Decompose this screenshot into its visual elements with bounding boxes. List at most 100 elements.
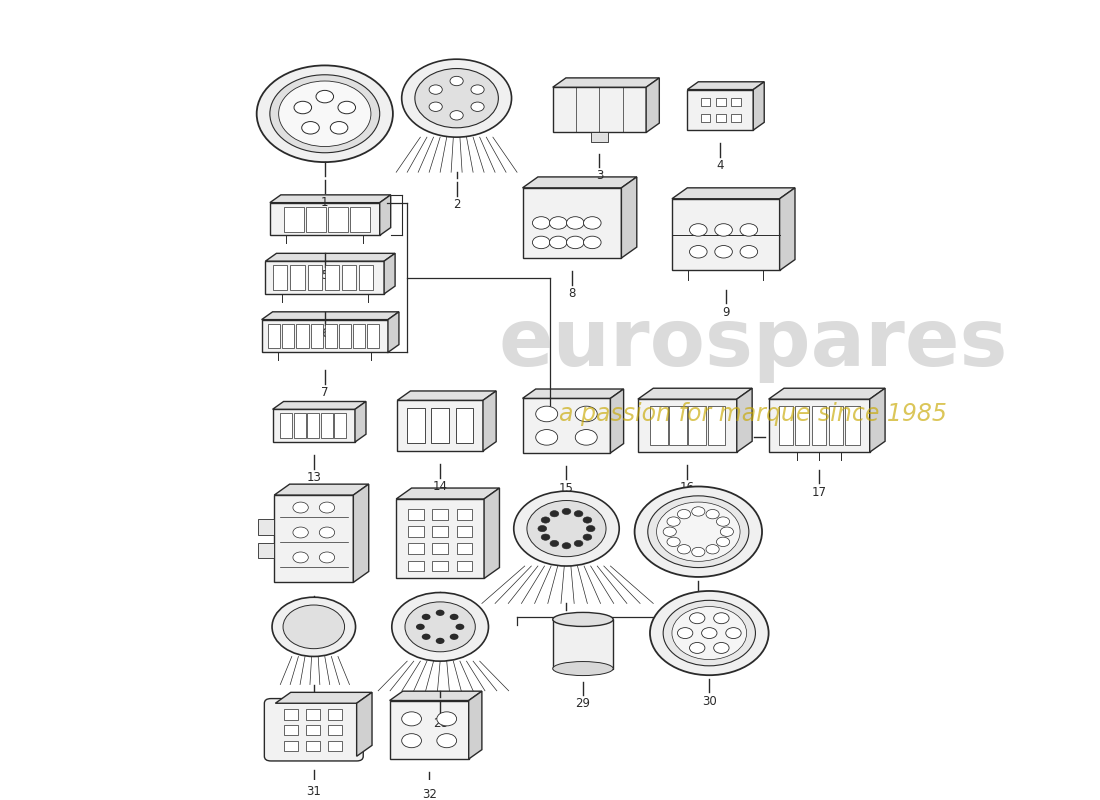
Bar: [306, 206, 326, 231]
Bar: [432, 543, 448, 554]
Bar: [308, 265, 322, 290]
Bar: [334, 413, 346, 438]
Ellipse shape: [552, 662, 613, 675]
Circle shape: [690, 642, 705, 654]
Circle shape: [338, 102, 355, 114]
Bar: [342, 265, 356, 290]
Polygon shape: [384, 254, 395, 294]
Text: 8: 8: [569, 287, 575, 300]
Circle shape: [283, 605, 344, 649]
Circle shape: [678, 628, 693, 638]
Circle shape: [455, 624, 464, 630]
Bar: [716, 98, 726, 106]
Circle shape: [256, 66, 393, 162]
Bar: [431, 408, 449, 443]
Circle shape: [550, 236, 566, 249]
Polygon shape: [646, 78, 659, 133]
Circle shape: [330, 122, 348, 134]
Text: 17: 17: [812, 486, 827, 498]
Circle shape: [536, 406, 558, 422]
Bar: [456, 526, 472, 537]
Circle shape: [319, 552, 334, 563]
Circle shape: [450, 634, 459, 640]
Polygon shape: [355, 402, 366, 442]
Polygon shape: [396, 499, 484, 578]
Bar: [707, 406, 725, 445]
Polygon shape: [389, 691, 482, 701]
Circle shape: [583, 217, 601, 229]
Bar: [408, 526, 424, 537]
Bar: [701, 98, 711, 106]
Circle shape: [392, 593, 488, 661]
Polygon shape: [483, 391, 496, 451]
Bar: [320, 413, 332, 438]
Polygon shape: [552, 87, 646, 133]
Text: 16: 16: [680, 481, 695, 494]
Text: 18: 18: [307, 611, 321, 624]
Bar: [795, 406, 810, 445]
Bar: [650, 406, 668, 445]
Text: 4: 4: [716, 159, 724, 172]
Bar: [257, 519, 274, 535]
Circle shape: [402, 59, 512, 137]
Circle shape: [270, 74, 380, 153]
Ellipse shape: [552, 613, 613, 626]
Polygon shape: [396, 488, 499, 499]
Polygon shape: [265, 261, 384, 294]
Circle shape: [437, 712, 456, 726]
Circle shape: [648, 496, 749, 567]
Bar: [350, 206, 370, 231]
Polygon shape: [265, 254, 395, 261]
Circle shape: [436, 638, 444, 644]
Polygon shape: [262, 312, 399, 320]
Bar: [828, 406, 843, 445]
Polygon shape: [688, 90, 754, 130]
Polygon shape: [522, 177, 637, 188]
Bar: [306, 710, 320, 720]
Bar: [455, 408, 473, 443]
Circle shape: [550, 540, 559, 546]
Polygon shape: [769, 388, 886, 399]
Bar: [306, 725, 320, 735]
Polygon shape: [688, 82, 764, 90]
Circle shape: [471, 85, 484, 94]
Circle shape: [566, 236, 584, 249]
Circle shape: [714, 642, 729, 654]
Bar: [732, 98, 741, 106]
Circle shape: [562, 508, 571, 514]
Circle shape: [586, 526, 595, 532]
Bar: [353, 323, 365, 349]
Text: 32: 32: [421, 788, 437, 800]
Polygon shape: [274, 484, 368, 495]
Circle shape: [293, 527, 308, 538]
Polygon shape: [522, 398, 611, 453]
Bar: [284, 710, 298, 720]
Circle shape: [527, 501, 606, 557]
Text: 3: 3: [596, 169, 603, 182]
Circle shape: [574, 540, 583, 546]
Bar: [367, 323, 380, 349]
Bar: [284, 725, 298, 735]
Bar: [297, 323, 309, 349]
Bar: [408, 543, 424, 554]
Bar: [408, 509, 424, 520]
Text: 9: 9: [722, 306, 729, 318]
Bar: [432, 509, 448, 520]
Circle shape: [301, 122, 319, 134]
Circle shape: [575, 430, 597, 445]
Circle shape: [319, 502, 334, 513]
Bar: [779, 406, 793, 445]
Circle shape: [574, 510, 583, 517]
Circle shape: [402, 734, 421, 748]
Circle shape: [293, 552, 308, 563]
Circle shape: [667, 517, 680, 526]
Circle shape: [429, 85, 442, 94]
Bar: [456, 509, 472, 520]
Bar: [257, 542, 274, 558]
Polygon shape: [672, 198, 780, 270]
Polygon shape: [522, 188, 622, 258]
Polygon shape: [737, 388, 752, 452]
Polygon shape: [754, 82, 764, 130]
Polygon shape: [389, 701, 469, 759]
Circle shape: [690, 224, 707, 236]
